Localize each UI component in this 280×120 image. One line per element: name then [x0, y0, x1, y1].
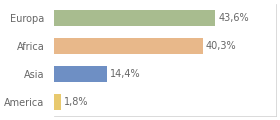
Text: 14,4%: 14,4% [110, 69, 141, 79]
Text: 43,6%: 43,6% [218, 13, 249, 23]
Text: 40,3%: 40,3% [206, 41, 237, 51]
Bar [54, 10, 215, 26]
Bar [54, 94, 61, 110]
Text: 1,8%: 1,8% [64, 97, 88, 107]
Bar [54, 38, 203, 54]
Bar [54, 66, 107, 82]
